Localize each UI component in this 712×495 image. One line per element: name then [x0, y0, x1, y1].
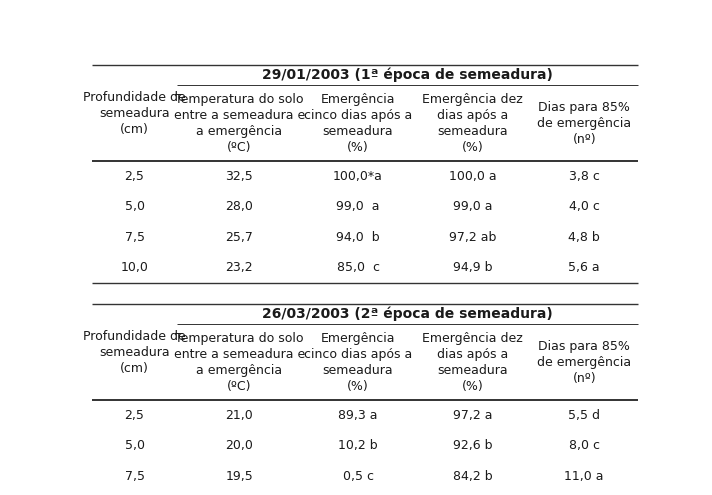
Text: 5,5 d: 5,5 d: [568, 409, 600, 422]
Text: Temperatura do solo
entre a semeadura e
a emergência
(ºC): Temperatura do solo entre a semeadura e …: [174, 93, 305, 153]
Text: 7,5: 7,5: [125, 470, 145, 483]
Text: 94,0  b: 94,0 b: [336, 231, 379, 244]
Text: 0,5 c: 0,5 c: [342, 470, 374, 483]
Text: 85,0  c: 85,0 c: [337, 261, 379, 274]
Text: Emergência
cinco dias após a
semeadura
(%): Emergência cinco dias após a semeadura (…: [304, 332, 412, 393]
Text: 89,3 a: 89,3 a: [338, 409, 378, 422]
Text: 28,0: 28,0: [226, 200, 253, 213]
Text: 5,0: 5,0: [125, 200, 145, 213]
Text: 25,7: 25,7: [226, 231, 253, 244]
Text: Dias para 85%
de emergência
(nº): Dias para 85% de emergência (nº): [537, 340, 632, 385]
Text: 97,2 ab: 97,2 ab: [449, 231, 496, 244]
Text: 23,2: 23,2: [226, 261, 253, 274]
Text: 100,0*a: 100,0*a: [333, 170, 383, 183]
Text: 7,5: 7,5: [125, 231, 145, 244]
Text: 20,0: 20,0: [226, 440, 253, 452]
Text: 5,6 a: 5,6 a: [568, 261, 600, 274]
Text: Profundidade de
semeadura
(cm): Profundidade de semeadura (cm): [83, 91, 186, 136]
Text: Emergência dez
dias após a
semeadura
(%): Emergência dez dias após a semeadura (%): [422, 93, 523, 153]
Text: 3,8 c: 3,8 c: [569, 170, 600, 183]
Text: 4,0 c: 4,0 c: [569, 200, 600, 213]
Text: 8,0 c: 8,0 c: [569, 440, 600, 452]
Text: 21,0: 21,0: [226, 409, 253, 422]
Text: 10,2 b: 10,2 b: [338, 440, 378, 452]
Text: 97,2 a: 97,2 a: [453, 409, 492, 422]
Text: 26/03/2003 (2ª época de semeadura): 26/03/2003 (2ª época de semeadura): [262, 307, 553, 321]
Text: 94,9 b: 94,9 b: [453, 261, 492, 274]
Text: 99,0 a: 99,0 a: [453, 200, 492, 213]
Text: 19,5: 19,5: [226, 470, 253, 483]
Text: Temperatura do solo
entre a semeadura e
a emergência
(ºC): Temperatura do solo entre a semeadura e …: [174, 332, 305, 393]
Text: 84,2 b: 84,2 b: [453, 470, 492, 483]
Text: 29/01/2003 (1ª época de semeadura): 29/01/2003 (1ª época de semeadura): [262, 68, 553, 82]
Text: Profundidade de
semeadura
(cm): Profundidade de semeadura (cm): [83, 330, 186, 375]
Text: 92,6 b: 92,6 b: [453, 440, 492, 452]
Text: 2,5: 2,5: [125, 170, 145, 183]
Text: 10,0: 10,0: [120, 261, 149, 274]
Text: 100,0 a: 100,0 a: [449, 170, 496, 183]
Text: Emergência
cinco dias após a
semeadura
(%): Emergência cinco dias após a semeadura (…: [304, 93, 412, 153]
Text: Emergência dez
dias após a
semeadura
(%): Emergência dez dias após a semeadura (%): [422, 332, 523, 393]
Text: 99,0  a: 99,0 a: [336, 200, 379, 213]
Text: 32,5: 32,5: [226, 170, 253, 183]
Text: 11,0 a: 11,0 a: [565, 470, 604, 483]
Text: Dias para 85%
de emergência
(nº): Dias para 85% de emergência (nº): [537, 100, 632, 146]
Text: 5,0: 5,0: [125, 440, 145, 452]
Text: 4,8 b: 4,8 b: [568, 231, 600, 244]
Text: 2,5: 2,5: [125, 409, 145, 422]
